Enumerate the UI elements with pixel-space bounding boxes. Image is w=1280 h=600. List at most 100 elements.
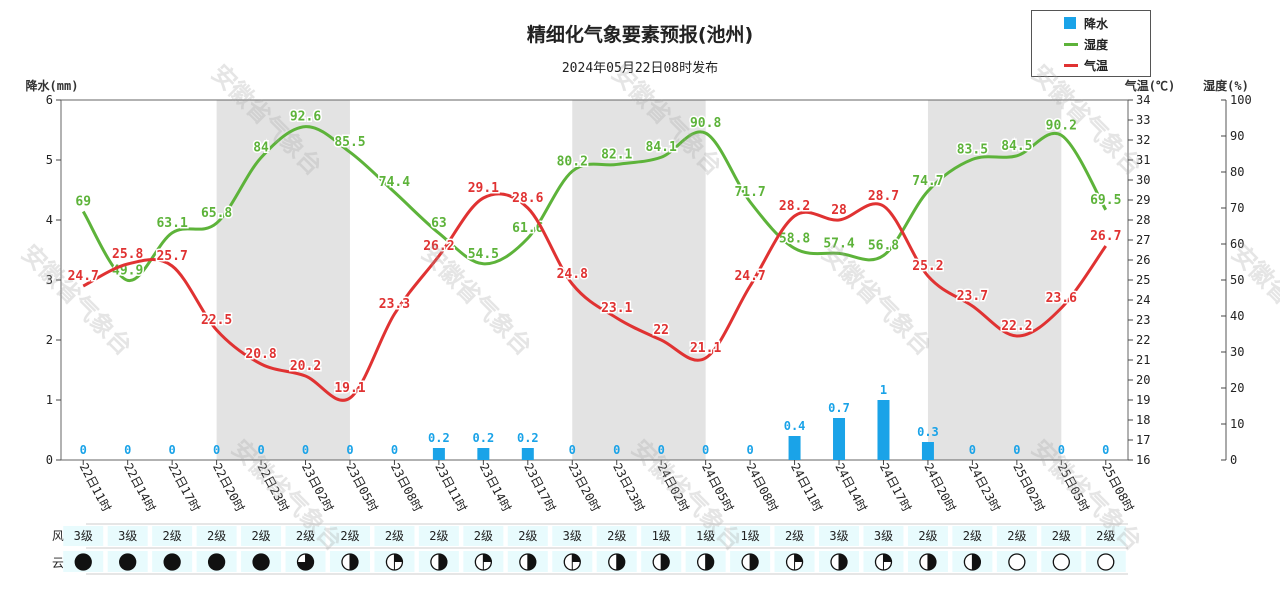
cloud-cover-fill (527, 554, 536, 570)
humidity-tick-label: 0 (1230, 453, 1237, 467)
wind-cell (907, 526, 948, 546)
precip-tick-label: 5 (46, 153, 53, 167)
cloud-cover-fill (616, 554, 625, 570)
wind-value: 2级 (785, 529, 804, 543)
night-band (216, 100, 350, 460)
wind-value: 1级 (696, 529, 715, 543)
precip-value-label: 0 (257, 443, 264, 457)
chart-title: 精细化气象要素预报(池州) (526, 24, 754, 46)
wind-value: 3级 (829, 529, 848, 543)
wind-value: 2级 (918, 529, 937, 543)
wind-cell (374, 526, 415, 546)
humidity-value-label: 54.5 (468, 247, 499, 262)
precip-value-label: 0 (124, 443, 131, 457)
x-tick-label: 24日02时 (655, 461, 692, 514)
humidity-value-label: 83.5 (957, 142, 988, 157)
humidity-value-label: 61.6 (512, 221, 543, 236)
wind-cell (463, 526, 504, 546)
wind-value: 2级 (429, 529, 448, 543)
legend-item-precip: 降水 (1032, 13, 1150, 33)
x-tick-label: 23日08时 (388, 461, 425, 514)
wind-value: 2级 (1007, 529, 1026, 543)
cloud-cover-fill (394, 554, 403, 562)
chart-subtitle: 2024年05月22日08时发布 (561, 61, 719, 76)
temperature-value-label: 26.2 (423, 239, 454, 254)
x-tick-label: 23日14时 (477, 461, 514, 514)
precip-tick-label: 4 (46, 213, 53, 227)
legend: 降水 湿度 气温 (1031, 10, 1151, 77)
temperature-value-label: 22 (653, 323, 669, 338)
precip-bar (921, 442, 934, 460)
temp-axis-label: 气温(℃) (1124, 78, 1175, 93)
precip-value-label: 0.3 (917, 425, 939, 439)
wind-cell (241, 526, 282, 546)
precip-tick-label: 2 (46, 333, 53, 347)
cloud-cover-fill (572, 554, 581, 562)
x-tick-label: 25日05时 (1055, 461, 1092, 514)
precip-value-label: 0 (213, 443, 220, 457)
temperature-value-label: 23.1 (601, 301, 632, 316)
temp-tick-label: 25 (1136, 273, 1150, 287)
legend-label: 湿度 (1084, 38, 1109, 52)
precip-value-label: 0.7 (828, 401, 850, 415)
temp-tick-label: 30 (1136, 173, 1150, 187)
legend-line-swatch (1064, 64, 1078, 67)
temp-tick-label: 31 (1136, 153, 1150, 167)
humidity-value-label: 84.5 (1001, 139, 1032, 154)
humidity-value-label: 80.2 (557, 154, 588, 169)
precip-value-label: 0 (658, 443, 665, 457)
wind-cell (507, 526, 548, 546)
humidity-value-label: 69 (75, 195, 91, 210)
wind-cell (196, 526, 237, 546)
wind-value: 2级 (1096, 529, 1115, 543)
cloud-cover-fill (794, 554, 803, 562)
temp-tick-label: 24 (1136, 293, 1150, 307)
temp-tick-label: 34 (1136, 93, 1150, 107)
precip-bar (833, 418, 846, 460)
precip-tick-label: 3 (46, 273, 53, 287)
temperature-value-label: 28.2 (779, 199, 810, 214)
temperature-value-label: 19.1 (334, 381, 365, 396)
precip-value-label: 0 (1102, 443, 1109, 457)
precip-value-label: 0 (569, 443, 576, 457)
cloud-cover-fill (438, 554, 447, 570)
x-tick-label: 25日08时 (1099, 461, 1136, 514)
legend-item-humidity: 湿度 (1032, 34, 1150, 54)
temperature-value-label: 20.2 (290, 359, 321, 374)
temp-tick-label: 27 (1136, 233, 1150, 247)
x-tick-label: 25日02时 (1010, 461, 1047, 514)
cloud-cover-fill (705, 554, 714, 570)
temperature-value-label: 28.6 (512, 191, 543, 206)
wind-cell (596, 526, 637, 546)
wind-value: 3级 (874, 529, 893, 543)
cloud-cover-fill (253, 554, 270, 570)
humidity-value-label: 84.1 (646, 140, 677, 155)
precip-value-label: 0.4 (784, 419, 806, 433)
wind-value: 2级 (385, 529, 404, 543)
cloud-cover-fill (750, 554, 759, 570)
legend-label: 气温 (1084, 59, 1109, 73)
wind-value: 2级 (474, 529, 493, 543)
wind-value: 2级 (207, 529, 226, 543)
humidity-value-label: 63 (431, 216, 447, 231)
humidity-value-label: 57.4 (823, 236, 854, 251)
humidity-value-label: 65.8 (201, 206, 232, 221)
temperature-value-label: 23.7 (957, 289, 988, 304)
wind-value: 2级 (163, 529, 182, 543)
humidity-tick-label: 60 (1230, 237, 1244, 251)
temperature-value-label: 25.2 (912, 259, 943, 274)
precip-value-label: 0 (746, 443, 753, 457)
wind-value: 1级 (652, 529, 671, 543)
humidity-tick-label: 20 (1230, 381, 1244, 395)
wind-value: 2级 (296, 529, 315, 543)
temp-tick-label: 19 (1136, 393, 1150, 407)
wind-value: 2级 (963, 529, 982, 543)
temp-tick-label: 20 (1136, 373, 1150, 387)
legend-item-temperature: 气温 (1032, 55, 1150, 75)
temp-tick-label: 26 (1136, 253, 1150, 267)
humidity-tick-label: 40 (1230, 309, 1244, 323)
wind-cell (819, 526, 860, 546)
precip-value-label: 0 (80, 443, 87, 457)
temperature-value-label: 22.5 (201, 313, 232, 328)
